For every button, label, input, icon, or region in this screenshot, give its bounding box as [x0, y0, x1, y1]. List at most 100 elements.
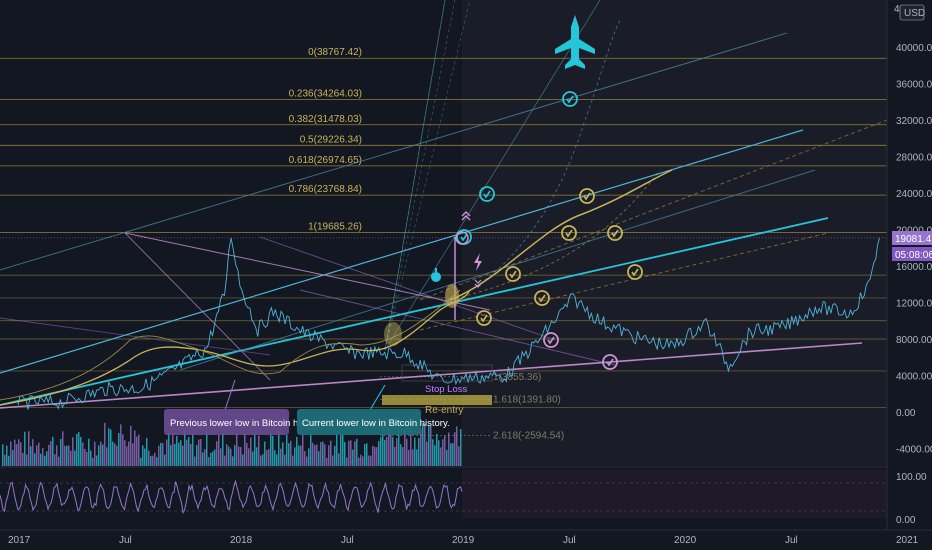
volume-bar — [192, 433, 194, 466]
volume-bar — [420, 428, 422, 466]
currency-label: USD — [904, 8, 925, 19]
fib-level-label: 0.618(26974.65) — [289, 155, 362, 166]
volume-bar — [330, 440, 332, 466]
volume-bar — [60, 438, 62, 466]
volume-bar — [326, 457, 328, 466]
check-circle-ring — [627, 264, 643, 280]
volume-bar — [334, 445, 336, 466]
volume-bar — [308, 448, 310, 466]
volume-bar — [102, 444, 104, 466]
volume-bar — [380, 437, 382, 466]
y-tick-label: 16000.00 — [896, 262, 932, 273]
volume-bar — [174, 444, 176, 466]
x-tick-label: Jul — [785, 535, 798, 546]
volume-bar — [8, 455, 10, 466]
volume-bar — [212, 451, 214, 466]
volume-bar — [244, 434, 246, 466]
volume-bar — [206, 431, 208, 466]
projection-shade — [462, 0, 887, 466]
volume-bar — [422, 422, 424, 466]
volume-bar — [336, 431, 338, 466]
previous-low-callout: Previous lower low in Bitcoin history. — [164, 379, 323, 435]
check-circle-icon — [476, 310, 492, 326]
currency-button[interactable]: USD — [899, 4, 925, 21]
check-circle-icon — [543, 332, 559, 348]
fib-level-label: 0(38767.42) — [308, 47, 362, 58]
projection-curve — [449, 169, 673, 301]
volume-bar — [364, 444, 366, 466]
volume-bar — [282, 442, 284, 466]
volume-bar — [452, 443, 454, 466]
volume-bar — [218, 434, 220, 466]
volume-bar — [84, 448, 86, 466]
trend-lines — [0, 32, 888, 409]
volume-bar — [318, 451, 320, 466]
volume-bar — [406, 438, 408, 466]
volume-bar — [124, 440, 126, 466]
x-tick-label: Jul — [563, 535, 576, 546]
volume-bar — [82, 442, 84, 466]
volume-bar — [166, 439, 168, 466]
volume-bar — [276, 454, 278, 466]
volume-bar — [408, 449, 410, 466]
volume-bar — [40, 453, 42, 466]
volume-bar — [324, 444, 326, 466]
check-circle-ring — [561, 225, 577, 241]
volume-bar — [366, 443, 368, 466]
volume-bar — [118, 432, 120, 466]
volume-bar — [66, 445, 68, 466]
volume-bar — [14, 439, 16, 466]
volume-bar — [314, 445, 316, 466]
volume-bar — [242, 454, 244, 466]
volume-bar — [6, 445, 8, 466]
volume-bar — [446, 449, 448, 466]
check-mark — [631, 268, 639, 277]
volume-bar — [30, 446, 32, 466]
x-tick-label: 2021 — [896, 535, 919, 546]
current-low-callout: Current lower low in Bitcoin history. — [297, 384, 450, 435]
check-circle-icon — [534, 290, 550, 306]
volume-bar — [404, 428, 406, 466]
check-circle-ring — [607, 225, 623, 241]
volume-bar — [352, 449, 354, 466]
volume-bar — [68, 445, 70, 466]
volume-bar — [402, 447, 404, 466]
volume-bar — [228, 446, 230, 466]
current-price: 19081.47 — [895, 234, 932, 245]
volume-bar — [256, 447, 258, 466]
volume-bar — [258, 435, 260, 466]
volume-bar — [356, 438, 358, 466]
volume-bar — [28, 431, 30, 466]
check-mark — [606, 358, 614, 367]
volume-bar — [80, 437, 82, 466]
volume-bar — [134, 430, 136, 466]
volume-bar — [430, 425, 432, 466]
volume-bar — [348, 440, 350, 466]
volume-bar — [320, 442, 322, 466]
volume-bar — [378, 441, 380, 466]
check-mark — [483, 190, 491, 199]
trend-line — [299, 289, 616, 366]
volume-bar — [290, 440, 292, 466]
volume-bar — [34, 453, 36, 466]
volume-bar — [236, 432, 238, 466]
volume-bar — [120, 424, 122, 466]
x-tick-label: Jul — [119, 535, 132, 546]
volume-bar — [194, 456, 196, 466]
lower-fib-label: 2.618(-2594.54) — [493, 431, 564, 442]
volume-bar — [70, 450, 72, 466]
oscillator-axis: 100.00 0.00 — [896, 472, 927, 526]
x-tick-label: 2019 — [452, 535, 475, 546]
volume-bar — [188, 436, 190, 466]
candle-countdown: 05:08:06 — [895, 250, 932, 261]
volume-bar — [94, 441, 96, 466]
volume-bar — [226, 444, 228, 466]
lightning-icon — [474, 253, 482, 271]
volume-bar — [322, 441, 324, 466]
volume-bar — [460, 429, 462, 466]
volume-bar — [74, 450, 76, 466]
check-mark — [583, 192, 591, 201]
moving-average-short — [0, 289, 461, 401]
volume-bar — [332, 455, 334, 466]
